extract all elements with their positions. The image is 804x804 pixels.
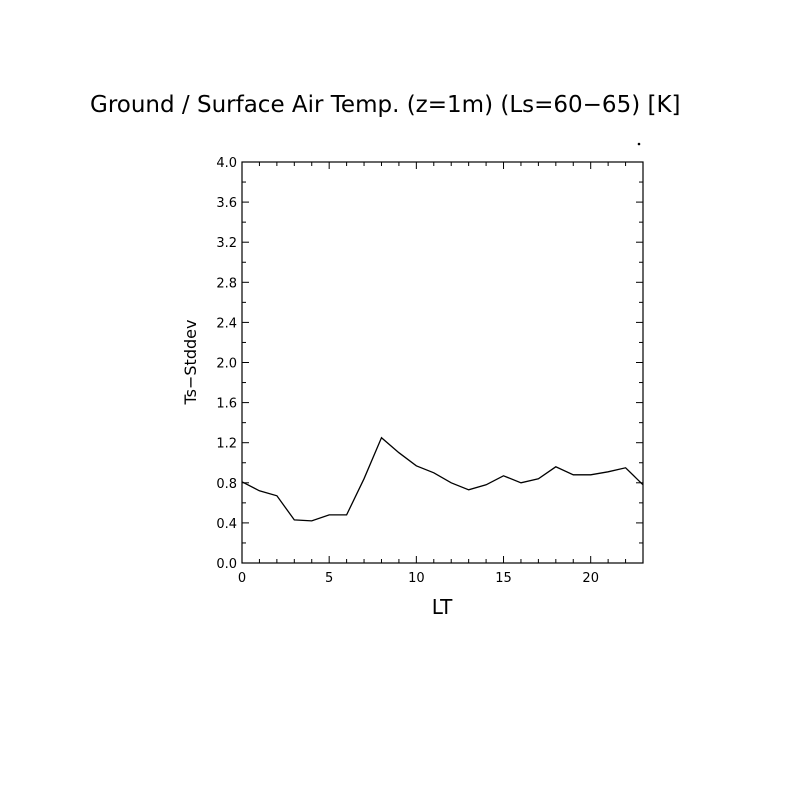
axis-ticks (241, 161, 644, 564)
y-tick-label: 1.6 (216, 397, 237, 412)
plot-frame (241, 161, 644, 564)
y-tick-label: 3.6 (216, 196, 237, 211)
corner-dot (637, 142, 641, 146)
y-tick-label: 4.0 (216, 156, 237, 171)
x-tick-label: 15 (495, 571, 512, 586)
x-tick-label: 10 (408, 571, 425, 586)
y-tick-label: 3.2 (216, 236, 237, 251)
y-tick-label: 2.4 (216, 316, 237, 331)
tick-labels: 0.0 0.4 0.8 1.2 1.6 2.0 2.4 2.8 3.2 3.6 4.0 0 5 10 15 2… (216, 156, 599, 586)
y-tick-label: 0.4 (216, 517, 237, 532)
x-tick-label: 0 (238, 571, 246, 586)
series-line (241, 436, 644, 522)
x-tick-label: 5 (325, 571, 333, 586)
y-tick-label: 0.0 (216, 557, 237, 572)
y-tick-label: 0.8 (216, 477, 237, 492)
x-axis-label: LT (432, 595, 453, 619)
y-tick-label: 1.2 (216, 437, 237, 452)
chart-title: Ground / Surface Air Temp. (z=1m) (Ls=60… (90, 92, 681, 118)
y-tick-label: 2.8 (216, 276, 237, 291)
y-tick-label: 2.0 (216, 357, 237, 372)
y-axis-label: Ts−Stddev (181, 320, 200, 406)
x-tick-label: 20 (582, 571, 599, 586)
